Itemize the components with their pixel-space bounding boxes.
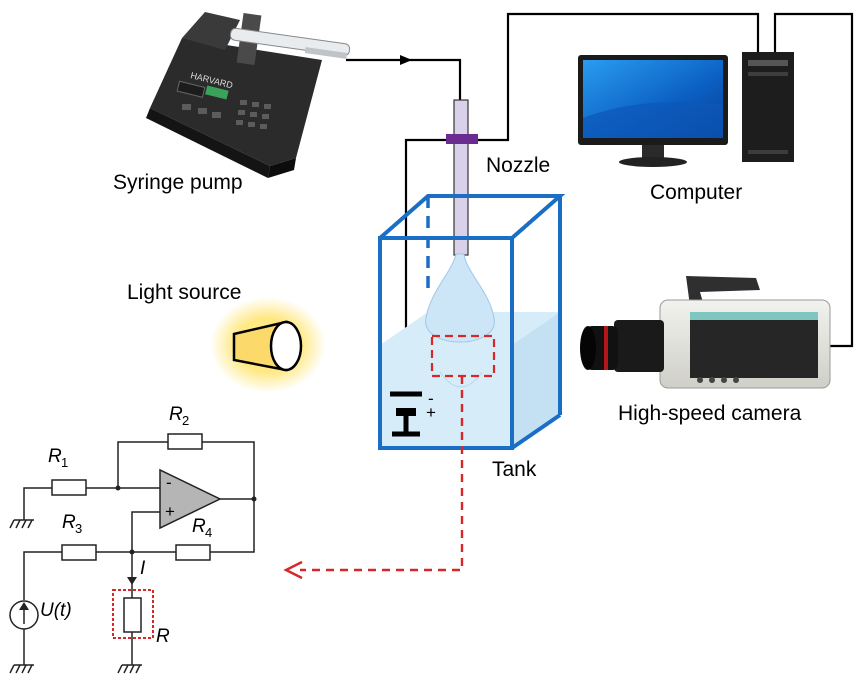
- light-source-label: Light source: [127, 281, 241, 304]
- r3-subscript: 3: [75, 521, 82, 536]
- signal-link-arrow: [300, 376, 464, 572]
- signal-link-arrowhead: [283, 560, 303, 580]
- load-highlight-box: [112, 589, 154, 639]
- current-arrow: [127, 577, 137, 585]
- r3-label: R: [62, 512, 76, 533]
- computer-label: Computer: [650, 181, 742, 204]
- r1-subscript: 1: [61, 455, 68, 470]
- nozzle-label: Nozzle: [486, 154, 550, 177]
- syringe-pump-label: Syringe pump: [113, 171, 243, 194]
- battery-plus-sign: +: [426, 403, 436, 422]
- high-speed-camera: [580, 276, 831, 389]
- light-source: [210, 297, 326, 393]
- camera-label: High-speed camera: [618, 402, 802, 425]
- r2-label: R: [169, 404, 183, 425]
- resistor-r1: [51, 479, 87, 496]
- camera-computer-cable: [773, 12, 854, 348]
- op-amp-minus: -: [166, 473, 172, 492]
- nozzle: [446, 99, 478, 256]
- keypad: [182, 100, 271, 129]
- tank-label: Tank: [492, 458, 537, 481]
- battery: - +: [390, 389, 436, 437]
- resistor-r3: [61, 544, 97, 561]
- battery-minus-sign: -: [428, 389, 434, 408]
- op-amp-circuit: - + R 1 R 2 R 3: [9, 404, 257, 674]
- source-label: U(t): [40, 600, 72, 621]
- op-amp-plus: +: [165, 502, 175, 521]
- load-resistor: [123, 597, 142, 633]
- r4-label: R: [192, 516, 206, 537]
- flow-direction-arrow: [400, 55, 412, 65]
- current-label: I: [140, 558, 146, 579]
- r4-subscript: 4: [205, 525, 212, 540]
- op-amp: [159, 468, 222, 530]
- electrode-wire: [404, 138, 446, 388]
- r1-label: R: [48, 446, 62, 467]
- load-label: R: [156, 626, 170, 647]
- resistor-r4: [175, 544, 211, 561]
- r2-subscript: 2: [182, 413, 189, 428]
- pump-tubing: [346, 58, 462, 100]
- resistor-r2: [167, 433, 203, 450]
- computer: [578, 52, 794, 167]
- nozzle-computer-cable: [476, 12, 760, 142]
- syringe-pump: HARVARD: [146, 12, 351, 178]
